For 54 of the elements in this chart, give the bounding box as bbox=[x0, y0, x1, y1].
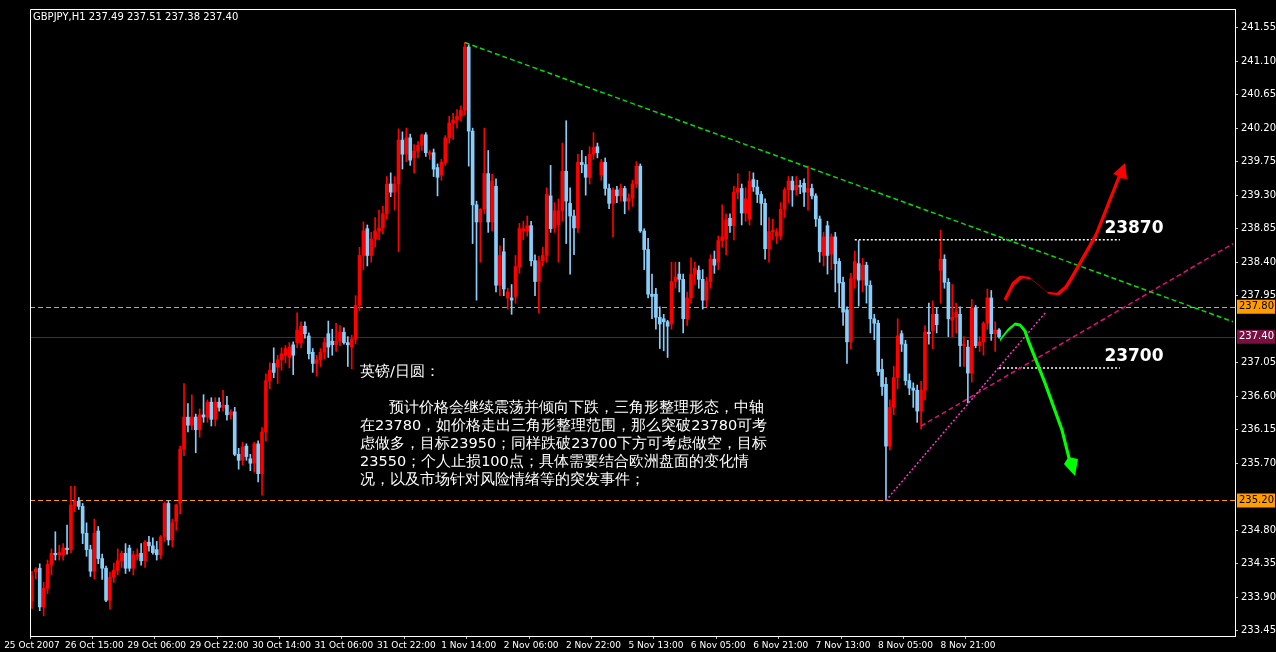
x-tick-label: 8 Nov 21:00 bbox=[940, 639, 996, 650]
y-tick-label: 233.90 bbox=[1241, 590, 1276, 602]
x-tick-label: 29 Oct 06:00 bbox=[127, 639, 187, 650]
y-tick-label: 234.80 bbox=[1241, 523, 1276, 535]
x-tick-label: 25 Oct 2007 bbox=[4, 639, 60, 650]
candlestick bbox=[65, 524, 69, 555]
candlestick bbox=[962, 336, 966, 367]
y-tick-label: 238.40 bbox=[1241, 255, 1276, 267]
x-tick-label: 26 Oct 15:00 bbox=[65, 639, 124, 650]
candlestick bbox=[806, 165, 810, 211]
candlestick bbox=[798, 179, 803, 195]
y-tick-label: 239.75 bbox=[1241, 155, 1276, 167]
candlestick bbox=[412, 144, 416, 174]
y-tick-label: 237.05 bbox=[1241, 356, 1276, 368]
y-tick-label: 234.35 bbox=[1241, 557, 1276, 569]
candlestick bbox=[993, 321, 997, 352]
y-tick-label: 240.65 bbox=[1241, 88, 1276, 100]
ref-line-label: 237.80 bbox=[1239, 300, 1274, 312]
x-tick-label: 30 Oct 14:00 bbox=[252, 639, 312, 650]
y-tick-label: 237.95 bbox=[1241, 289, 1276, 301]
x-tick-label: 31 Oct 22:00 bbox=[376, 639, 436, 650]
x-tick-label: 8 Nov 05:00 bbox=[878, 639, 934, 650]
y-tick-label: 236.60 bbox=[1241, 389, 1276, 401]
x-tick-label: 2 Nov 06:00 bbox=[503, 639, 559, 650]
x-tick-label: 6 Nov 05:00 bbox=[690, 639, 747, 650]
series-label: 23700 bbox=[1104, 344, 1164, 365]
x-tick-label: 7 Nov 13:00 bbox=[815, 639, 871, 650]
y-tick-label: 239.30 bbox=[1241, 188, 1276, 200]
y-tick-label: 236.15 bbox=[1241, 423, 1276, 435]
candlestick bbox=[221, 389, 225, 412]
x-tick-label: 6 Nov 21:00 bbox=[753, 639, 809, 650]
annotation: 英镑/日圆： bbox=[360, 362, 441, 380]
candlestick bbox=[334, 322, 338, 352]
ref-line-label: 237.40 bbox=[1239, 330, 1274, 342]
candlestick bbox=[190, 394, 194, 431]
y-tick-label: 241.55 bbox=[1241, 21, 1276, 33]
x-tick-label: 29 Oct 22:00 bbox=[189, 639, 249, 650]
annotation: 预计价格会继续震荡并倾向下跌，三角形整理形态，中轴在23780，如价格走出三角形整理范围，那么突破23780可考虑做多，目标23950；同样跌破23700下方可考虑做空，目标23550；个人止损100点；具体需要结合欧洲盘面的变化情况，以及市场针对风险情绪等的突发事件； bbox=[360, 398, 769, 488]
x-tick-label: 31 Oct 06:00 bbox=[314, 639, 374, 650]
y-tick-label: 233.45 bbox=[1241, 624, 1276, 636]
x-tick-label: 2 Nov 22:00 bbox=[566, 639, 622, 650]
x-tick-label: 1 Nov 14:00 bbox=[441, 639, 497, 650]
ref-line-label: 235.20 bbox=[1239, 494, 1274, 506]
y-tick-label: 235.70 bbox=[1241, 456, 1276, 468]
candlestick bbox=[950, 284, 955, 337]
series-label: 23870 bbox=[1104, 216, 1164, 237]
candlestick bbox=[451, 112, 455, 140]
chart-title: GBPJPY,H1 237.49 237.51 237.38 237.40 bbox=[33, 10, 239, 22]
y-tick-label: 238.85 bbox=[1241, 222, 1276, 234]
y-tick-label: 240.20 bbox=[1241, 121, 1276, 133]
candlestick bbox=[927, 302, 931, 345]
y-tick-label: 241.10 bbox=[1241, 54, 1276, 66]
candlestick bbox=[330, 328, 335, 356]
x-tick-label: 5 Nov 13:00 bbox=[628, 639, 684, 650]
